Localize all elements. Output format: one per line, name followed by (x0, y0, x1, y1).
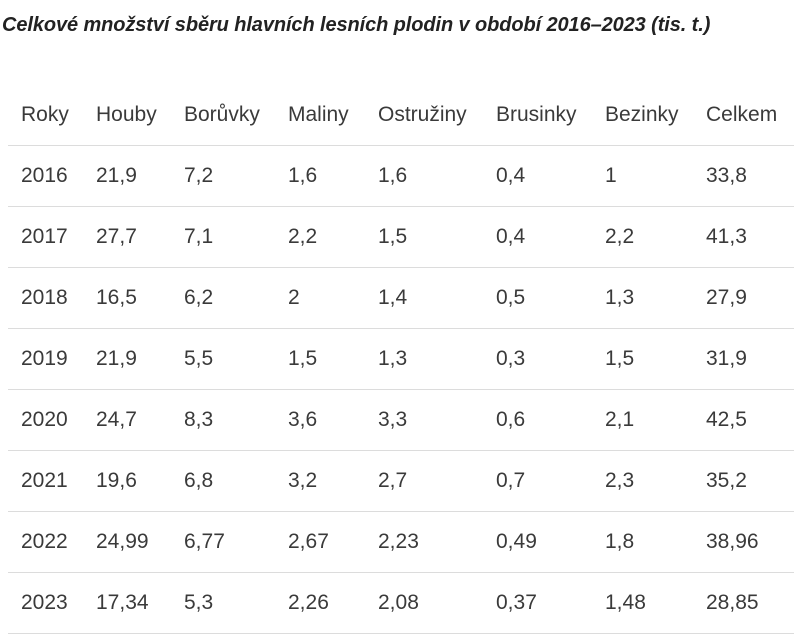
table-row: 2023 17,34 5,3 2,26 2,08 0,37 1,48 28,85 (8, 571, 794, 634)
cell-houby: 19,6 (83, 449, 171, 511)
cell-year: 2022 (8, 510, 83, 572)
cell-houby: 27,7 (83, 205, 171, 267)
header-cell-roky: Roky (21, 102, 69, 126)
cell-year: 2018 (8, 266, 83, 328)
table-row: 2020 24,7 8,3 3,6 3,3 0,6 2,1 42,5 (8, 388, 794, 450)
cell-brusinky: 0,7 (483, 449, 592, 511)
cell-bezinky: 2,3 (592, 449, 693, 511)
cell-maliny: 1,6 (275, 144, 365, 206)
cell-maliny: 3,6 (275, 388, 365, 450)
cell-bezinky: 1 (592, 144, 693, 206)
cell-boruvky: 8,3 (171, 388, 275, 450)
header-cell-celkem: Celkem (706, 102, 778, 126)
header-cell-ostruziny: Ostružiny (378, 102, 467, 126)
header-cell-brusinky: Brusinky (496, 102, 577, 126)
cell-ostruziny: 1,3 (365, 327, 483, 389)
cell-maliny: 2,26 (275, 571, 365, 634)
cell-boruvky: 5,5 (171, 327, 275, 389)
cell-houby: 17,34 (83, 571, 171, 634)
cell-year: 2019 (8, 327, 83, 389)
cell-bezinky: 1,8 (592, 510, 693, 572)
cell-year: 2017 (8, 205, 83, 267)
cell-houby: 16,5 (83, 266, 171, 328)
cell-bezinky: 2,2 (592, 205, 693, 267)
cell-ostruziny: 2,7 (365, 449, 483, 511)
cell-bezinky: 1,48 (592, 571, 693, 634)
cell-houby: 21,9 (83, 144, 171, 206)
cell-boruvky: 7,2 (171, 144, 275, 206)
cell-houby: 24,99 (83, 510, 171, 572)
cell-maliny: 2,67 (275, 510, 365, 572)
cell-ostruziny: 1,6 (365, 144, 483, 206)
cell-bezinky: 1,3 (592, 266, 693, 328)
cell-maliny: 3,2 (275, 449, 365, 511)
header-cell-houby: Houby (96, 102, 157, 126)
table-row: 2017 27,7 7,1 2,2 1,5 0,4 2,2 41,3 (8, 205, 794, 267)
cell-bezinky: 1,5 (592, 327, 693, 389)
harvest-table: Roky Houby Borůvky Maliny Ostružiny Brus… (8, 85, 794, 634)
table-title: Celkové množství sběru hlavních lesních … (2, 14, 711, 36)
cell-celkem: 28,85 (693, 571, 794, 634)
table-row: 2022 24,99 6,77 2,67 2,23 0,49 1,8 38,96 (8, 510, 794, 572)
cell-boruvky: 7,1 (171, 205, 275, 267)
cell-celkem: 31,9 (693, 327, 794, 389)
cell-houby: 21,9 (83, 327, 171, 389)
cell-boruvky: 6,2 (171, 266, 275, 328)
cell-brusinky: 0,5 (483, 266, 592, 328)
cell-year: 2016 (8, 144, 83, 206)
cell-celkem: 27,9 (693, 266, 794, 328)
cell-houby: 24,7 (83, 388, 171, 450)
cell-boruvky: 5,3 (171, 571, 275, 634)
cell-brusinky: 0,3 (483, 327, 592, 389)
cell-brusinky: 0,4 (483, 144, 592, 206)
table-row: 2019 21,9 5,5 1,5 1,3 0,3 1,5 31,9 (8, 327, 794, 389)
cell-bezinky: 2,1 (592, 388, 693, 450)
cell-ostruziny: 2,23 (365, 510, 483, 572)
cell-ostruziny: 1,5 (365, 205, 483, 267)
cell-celkem: 41,3 (693, 205, 794, 267)
table-row: 2016 21,9 7,2 1,6 1,6 0,4 1 33,8 (8, 144, 794, 206)
header-cell-boruvky: Borůvky (184, 102, 260, 126)
cell-ostruziny: 1,4 (365, 266, 483, 328)
cell-maliny: 2,2 (275, 205, 365, 267)
header-row: Roky Houby Borůvky Maliny Ostružiny Brus… (8, 85, 794, 145)
cell-brusinky: 0,49 (483, 510, 592, 572)
cell-brusinky: 0,6 (483, 388, 592, 450)
header-cell-maliny: Maliny (288, 102, 349, 126)
cell-celkem: 38,96 (693, 510, 794, 572)
cell-celkem: 33,8 (693, 144, 794, 206)
cell-brusinky: 0,4 (483, 205, 592, 267)
cell-year: 2021 (8, 449, 83, 511)
cell-maliny: 2 (275, 266, 365, 328)
cell-boruvky: 6,8 (171, 449, 275, 511)
cell-year: 2023 (8, 571, 83, 634)
table-row: 2021 19,6 6,8 3,2 2,7 0,7 2,3 35,2 (8, 449, 794, 511)
cell-ostruziny: 2,08 (365, 571, 483, 634)
cell-maliny: 1,5 (275, 327, 365, 389)
table-row: 2018 16,5 6,2 2 1,4 0,5 1,3 27,9 (8, 266, 794, 328)
cell-year: 2020 (8, 388, 83, 450)
cell-brusinky: 0,37 (483, 571, 592, 634)
cell-boruvky: 6,77 (171, 510, 275, 572)
cell-ostruziny: 3,3 (365, 388, 483, 450)
cell-celkem: 35,2 (693, 449, 794, 511)
header-cell-bezinky: Bezinky (605, 102, 679, 126)
cell-celkem: 42,5 (693, 388, 794, 450)
